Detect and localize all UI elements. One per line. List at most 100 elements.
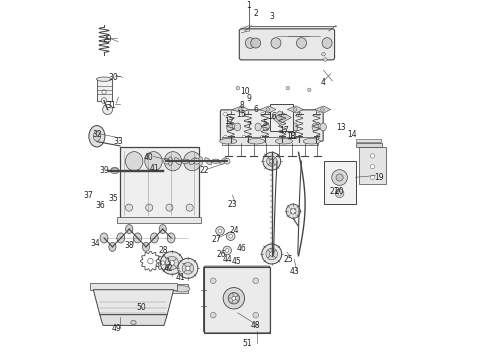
Text: 50: 50 <box>137 303 147 312</box>
Text: 46: 46 <box>237 244 246 253</box>
Bar <box>90 283 177 290</box>
Ellipse shape <box>134 233 142 243</box>
Circle shape <box>164 158 170 164</box>
Text: 6: 6 <box>253 105 258 114</box>
Circle shape <box>216 226 224 235</box>
Ellipse shape <box>117 233 125 243</box>
Text: 18: 18 <box>287 132 296 141</box>
Circle shape <box>229 234 233 238</box>
Circle shape <box>223 246 231 255</box>
Ellipse shape <box>143 168 150 174</box>
Ellipse shape <box>220 139 237 144</box>
Text: 33: 33 <box>113 137 123 146</box>
Text: 29: 29 <box>103 35 112 44</box>
Circle shape <box>263 152 281 170</box>
Circle shape <box>251 38 261 48</box>
Circle shape <box>270 159 274 163</box>
Bar <box>270 104 293 131</box>
Text: 45: 45 <box>231 257 241 266</box>
Ellipse shape <box>236 296 239 301</box>
Text: 27: 27 <box>212 235 221 244</box>
Circle shape <box>287 205 299 218</box>
FancyBboxPatch shape <box>204 266 270 333</box>
Text: 25: 25 <box>283 255 293 264</box>
Text: 31: 31 <box>106 102 116 111</box>
Circle shape <box>242 112 245 116</box>
Text: 9: 9 <box>246 94 251 103</box>
FancyBboxPatch shape <box>220 110 323 141</box>
Circle shape <box>320 108 324 111</box>
Ellipse shape <box>232 293 238 297</box>
Circle shape <box>294 108 297 111</box>
Bar <box>106 284 188 293</box>
Text: 41: 41 <box>176 273 186 282</box>
Circle shape <box>266 248 277 260</box>
Circle shape <box>276 115 282 120</box>
Circle shape <box>286 86 290 90</box>
Bar <box>204 266 270 333</box>
Ellipse shape <box>168 157 172 166</box>
Ellipse shape <box>271 38 281 48</box>
Ellipse shape <box>245 38 255 48</box>
Ellipse shape <box>104 286 121 292</box>
Circle shape <box>338 192 342 195</box>
Circle shape <box>224 158 230 164</box>
Text: 17: 17 <box>279 126 289 135</box>
Circle shape <box>102 104 113 114</box>
Ellipse shape <box>229 294 233 299</box>
Ellipse shape <box>229 298 233 303</box>
Ellipse shape <box>247 139 265 144</box>
Circle shape <box>332 170 347 185</box>
Ellipse shape <box>126 168 134 174</box>
Circle shape <box>186 204 193 211</box>
Text: 44: 44 <box>222 255 232 264</box>
Circle shape <box>223 112 227 116</box>
Circle shape <box>225 249 229 252</box>
Circle shape <box>307 88 311 92</box>
Text: 32: 32 <box>92 130 102 139</box>
Text: 43: 43 <box>290 267 300 276</box>
Circle shape <box>147 258 153 264</box>
Bar <box>222 137 318 145</box>
Circle shape <box>370 175 374 179</box>
Ellipse shape <box>190 158 196 165</box>
Text: 30: 30 <box>108 73 118 82</box>
Ellipse shape <box>303 139 320 144</box>
Text: 51: 51 <box>242 339 251 348</box>
Circle shape <box>266 108 270 111</box>
Text: 3: 3 <box>270 12 274 21</box>
Ellipse shape <box>143 167 150 173</box>
Polygon shape <box>272 111 292 124</box>
Bar <box>356 139 381 141</box>
Ellipse shape <box>173 286 190 292</box>
Circle shape <box>178 258 198 278</box>
Circle shape <box>253 278 259 284</box>
Ellipse shape <box>159 225 166 234</box>
Ellipse shape <box>109 242 116 251</box>
Ellipse shape <box>125 152 143 171</box>
Circle shape <box>261 135 264 139</box>
Circle shape <box>322 53 325 56</box>
Ellipse shape <box>275 139 293 144</box>
Text: 20: 20 <box>335 187 344 196</box>
Text: 24: 24 <box>229 226 239 235</box>
Ellipse shape <box>312 123 318 131</box>
Text: 34: 34 <box>90 239 100 248</box>
Ellipse shape <box>226 123 233 131</box>
Circle shape <box>270 252 274 256</box>
Circle shape <box>223 135 227 139</box>
Ellipse shape <box>131 320 136 325</box>
Circle shape <box>210 312 216 318</box>
Ellipse shape <box>292 123 298 131</box>
Ellipse shape <box>93 131 100 141</box>
Ellipse shape <box>174 158 181 165</box>
Ellipse shape <box>220 158 227 165</box>
Text: 41: 41 <box>149 164 159 173</box>
Text: 21: 21 <box>329 187 339 196</box>
Polygon shape <box>287 106 303 113</box>
Text: 36: 36 <box>96 201 105 210</box>
FancyBboxPatch shape <box>239 29 335 60</box>
Circle shape <box>186 266 190 270</box>
Circle shape <box>166 204 173 211</box>
Circle shape <box>279 135 283 139</box>
